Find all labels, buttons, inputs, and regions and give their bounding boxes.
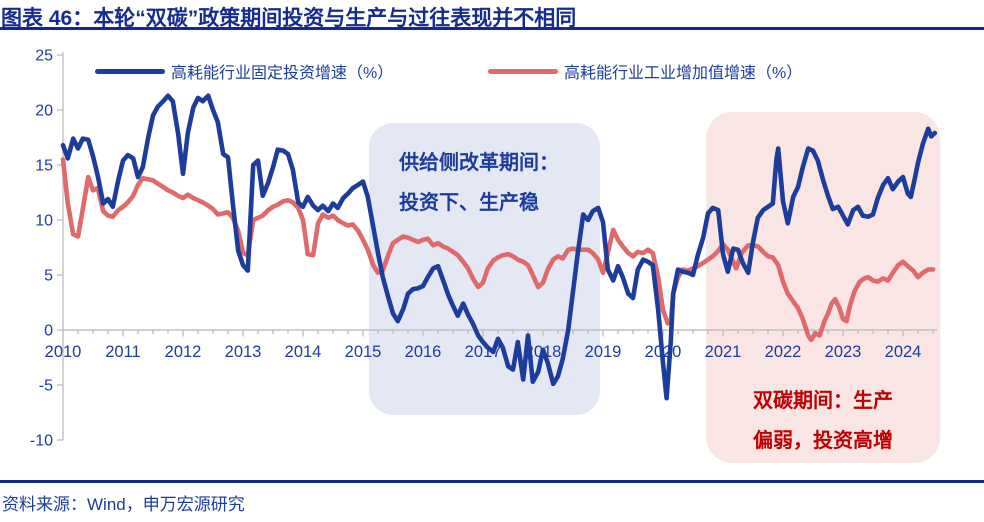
svg-text:2015: 2015 [345,343,382,361]
x-tick-labels: 2010 2011 2012 2013 2014 2015 2016 2017 2018 2019… [45,343,922,361]
svg-text:15: 15 [35,158,53,175]
svg-text:2022: 2022 [765,343,802,361]
svg-text:2023: 2023 [825,343,862,361]
svg-text:2024: 2024 [885,343,922,361]
svg-text:2016: 2016 [405,343,442,361]
region-dual-carbon [706,112,941,463]
annotation-supply-line2: 投资下、生产稳 [399,192,539,214]
svg-text:0: 0 [44,323,53,340]
legend-label-investment: 高耗能行业固定投资增速（%） [171,65,394,82]
svg-text:2019: 2019 [585,343,622,361]
series-line-investment [60,93,938,401]
annotation-supply-line1: 供给侧改革期间： [399,152,559,174]
annotation-dual-line1: 双碳期间：生产 [753,390,893,412]
svg-text:2017: 2017 [465,343,502,361]
svg-text:25: 25 [35,48,53,65]
svg-text:2013: 2013 [225,343,262,361]
legend-label-output: 高耗能行业工业增加值增速（%） [564,65,803,82]
svg-text:-10: -10 [30,433,53,450]
svg-text:-5: -5 [39,378,53,395]
legend-item-output: 高耗能行业工业增加值增速（%） [488,61,803,82]
region-supply-side-reform [369,123,600,415]
figure-header: 图表 46：本轮“双碳”政策期间投资与生产与过往表现并不相同 [0,0,984,30]
title-divider [0,27,984,30]
red-line-swatch-icon [488,68,558,74]
annotation-supply-side-reform: 供给侧改革期间： 投资下、生产稳 [399,143,559,223]
svg-text:10: 10 [35,213,53,230]
svg-text:2014: 2014 [285,343,322,361]
annotation-dual-line2: 偏弱，投资高增 [753,430,893,452]
figure-title: 图表 46：本轮“双碳”政策期间投资与生产与过往表现并不相同 [1,7,577,30]
blue-line-swatch-icon [95,68,165,74]
legend-item-investment: 高耗能行业固定投资增速（%） [95,61,394,82]
svg-text:2012: 2012 [165,343,202,361]
source-note: 资料来源：Wind，申万宏源研究 [2,495,245,514]
svg-text:5: 5 [44,268,53,285]
y-tick-labels: -10 -5 0 5 10 15 20 25 [30,48,53,450]
footer-divider [0,480,984,483]
svg-text:20: 20 [35,103,53,120]
svg-text:2011: 2011 [105,343,140,361]
annotation-dual-carbon: 双碳期间：生产 偏弱，投资高增 [706,381,940,461]
svg-text:2010: 2010 [45,343,82,361]
svg-text:2021: 2021 [705,343,742,361]
series-line-output [60,157,936,343]
